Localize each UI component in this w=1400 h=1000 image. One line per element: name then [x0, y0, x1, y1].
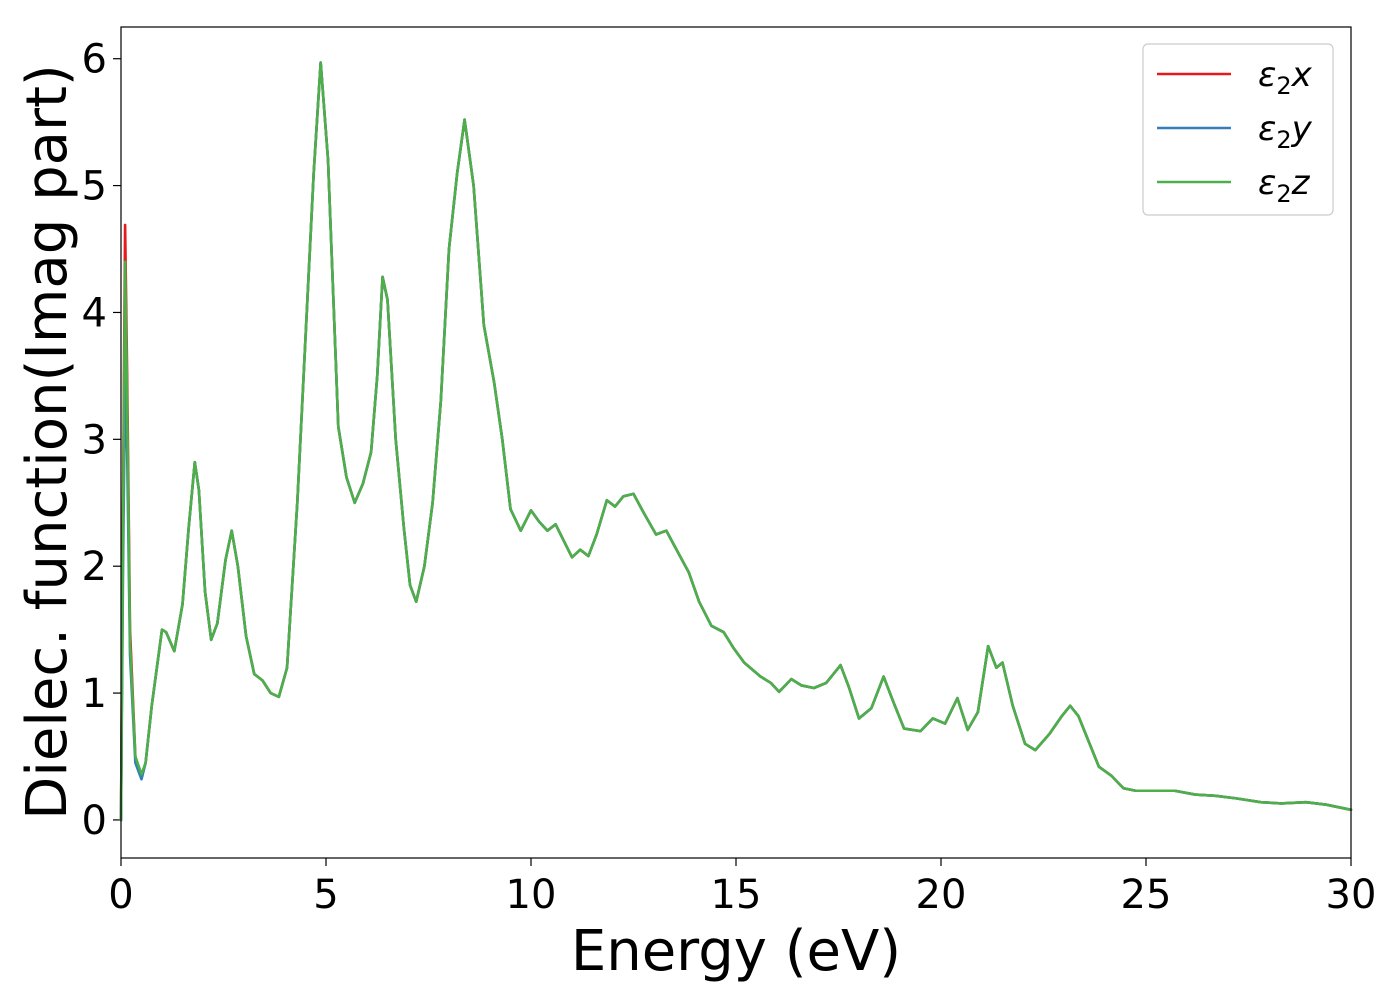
series-line-z	[119, 61, 1353, 822]
y-axis-label: Dielec. function(Imag part)	[15, 64, 80, 820]
x-axis-ticks: 0 5 10 15 20 25 30	[108, 858, 1376, 918]
legend-label-z: ε2z	[1258, 163, 1311, 208]
legend-label-x: ε2x	[1258, 55, 1313, 100]
x-tick-label: 5	[313, 872, 338, 918]
x-tick-label: 30	[1326, 872, 1377, 918]
y-axis-ticks: 0 1 2 3 4 5 6	[82, 37, 121, 844]
x-tick-label: 10	[506, 872, 557, 918]
x-tick-label: 25	[1121, 872, 1172, 918]
y-tick-label: 4	[82, 290, 107, 336]
plot-frame	[120, 26, 1352, 859]
legend: ε2x ε2y ε2z	[1142, 43, 1334, 216]
y-tick-label: 2	[82, 544, 107, 590]
x-tick-label: 20	[916, 872, 967, 918]
x-tick-label: 15	[711, 872, 762, 918]
legend-label-y: ε2y	[1258, 109, 1313, 154]
y-tick-label: 6	[82, 37, 107, 83]
y-tick-label: 3	[82, 417, 107, 463]
y-tick-label: 1	[82, 671, 107, 717]
series-layer	[119, 61, 1353, 822]
legend-box	[1142, 43, 1334, 216]
y-tick-label: 0	[82, 798, 107, 844]
x-axis-label: Energy (eV)	[571, 919, 901, 984]
y-tick-label: 5	[82, 164, 107, 210]
x-tick-label: 0	[108, 872, 133, 918]
